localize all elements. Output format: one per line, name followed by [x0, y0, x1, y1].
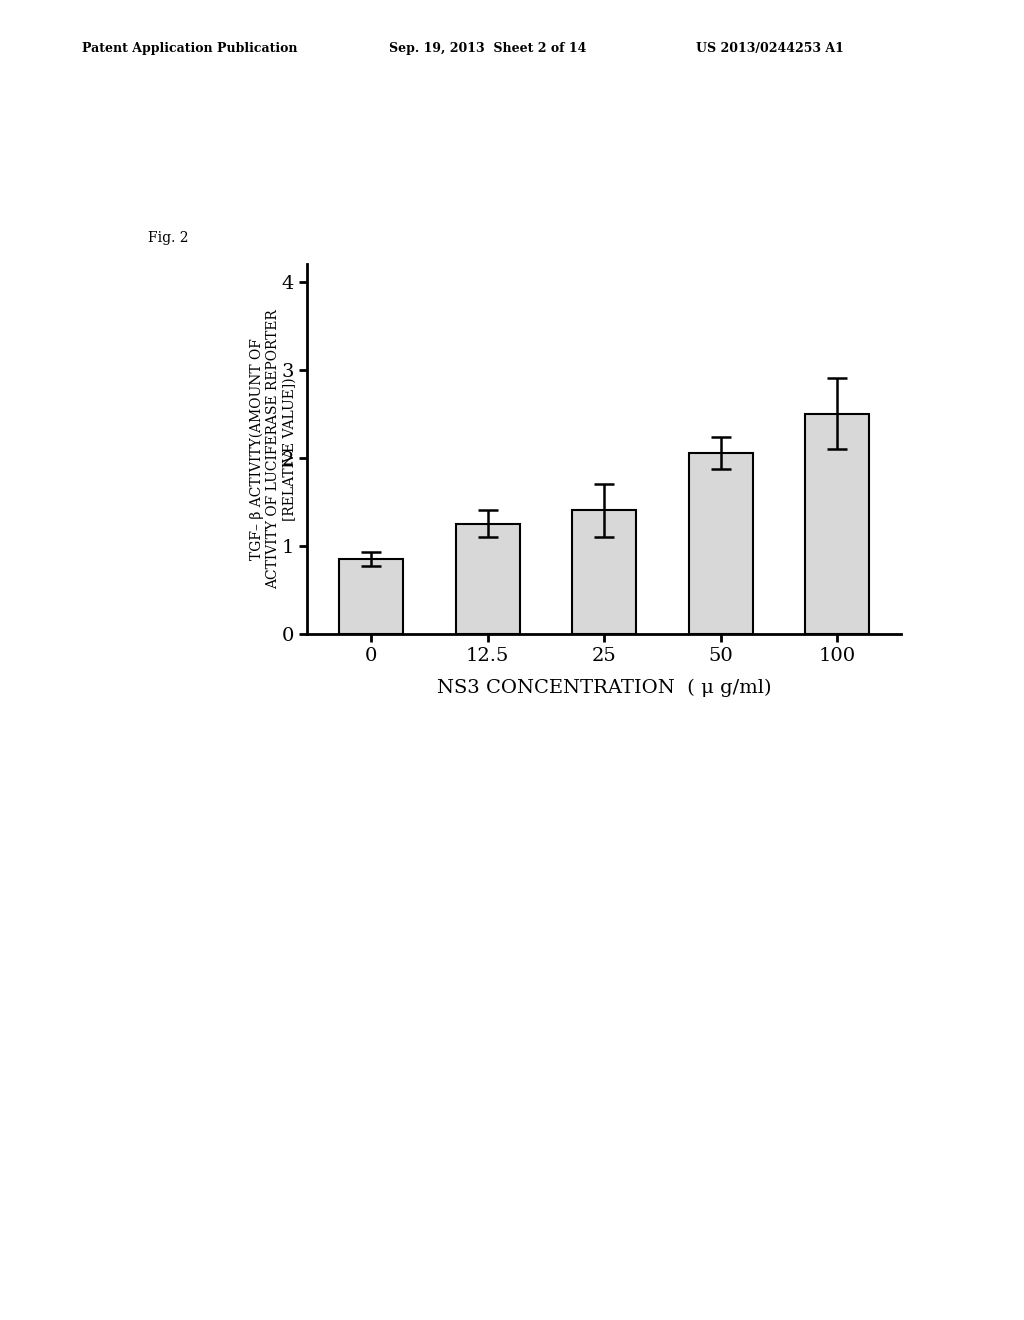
Text: Patent Application Publication: Patent Application Publication	[82, 42, 297, 55]
Bar	[805, 413, 869, 634]
X-axis label: NS3 CONCENTRATION  ( μ g/ml): NS3 CONCENTRATION ( μ g/ml)	[437, 678, 771, 697]
Y-axis label: TGF– β ACTIVITY(AMOUNT OF
ACTIVITY OF LUCIFERASE REPORTER
[RELATIVE VALUE]): TGF– β ACTIVITY(AMOUNT OF ACTIVITY OF LU…	[250, 309, 297, 589]
Text: Fig. 2: Fig. 2	[148, 231, 189, 246]
Text: Sep. 19, 2013  Sheet 2 of 14: Sep. 19, 2013 Sheet 2 of 14	[389, 42, 587, 55]
Bar	[572, 511, 636, 634]
Bar	[688, 453, 753, 634]
Bar	[456, 524, 520, 634]
Bar	[339, 558, 403, 634]
Text: US 2013/0244253 A1: US 2013/0244253 A1	[696, 42, 844, 55]
